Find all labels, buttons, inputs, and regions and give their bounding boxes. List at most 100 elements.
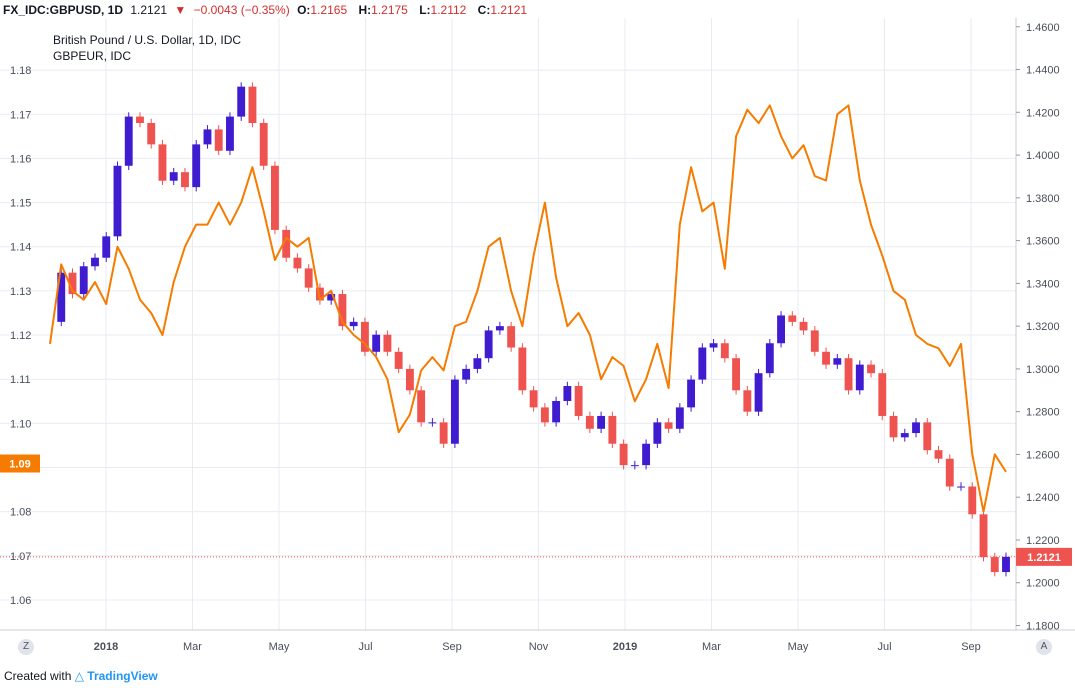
candle-body bbox=[630, 465, 639, 467]
candle-body bbox=[968, 486, 977, 515]
right-axis[interactable]: 1.4600 1.4400 1.4200 1.4000 1.3800 1.3600 1.34… bbox=[1016, 22, 1060, 633]
left-tick-label: 1.08 bbox=[10, 507, 31, 519]
time-tick-label: Mar bbox=[702, 641, 721, 653]
candle-body bbox=[642, 443, 651, 466]
candle-body bbox=[428, 422, 437, 424]
candle-body bbox=[754, 373, 763, 412]
candle-body bbox=[979, 514, 988, 558]
candle-body bbox=[383, 334, 392, 352]
candle-body bbox=[889, 415, 898, 438]
created-with-label: Created with bbox=[4, 669, 72, 683]
candle-body bbox=[878, 373, 887, 416]
last-price-badge bbox=[1016, 547, 1072, 566]
right-tick-label: 1.4400 bbox=[1026, 65, 1060, 77]
left-tick-label: 1.16 bbox=[10, 153, 31, 165]
candle-body bbox=[664, 422, 673, 429]
time-axis[interactable]: 2018 Mar May Jul Sep Nov 2019 Mar May Jul Sep bbox=[94, 641, 981, 653]
candle-body bbox=[495, 326, 504, 331]
candle-body bbox=[136, 116, 144, 123]
symbol-label[interactable]: FX_IDC:GBPUSD, 1D bbox=[3, 3, 124, 17]
candle-body bbox=[934, 450, 943, 459]
right-tick-label: 1.3600 bbox=[1026, 236, 1060, 248]
candle-body bbox=[912, 422, 920, 434]
zoom-button[interactable]: Z bbox=[18, 639, 34, 655]
tradingview-brand[interactable]: TradingView bbox=[87, 669, 158, 683]
right-tick-label: 1.3400 bbox=[1026, 278, 1060, 290]
right-tick-label: 1.4000 bbox=[1026, 150, 1060, 162]
candle-body bbox=[529, 390, 538, 408]
candle-body bbox=[597, 415, 606, 429]
ohlc-close: C:1.2121 bbox=[477, 3, 528, 17]
candle-body bbox=[720, 343, 729, 359]
candle-body bbox=[574, 386, 583, 416]
candle-body bbox=[450, 379, 459, 444]
price-chart[interactable]: 1.18 1.17 1.16 1.15 1.14 1.13 1.12 1.11 1.10 1.09… bbox=[0, 18, 1075, 662]
candle-body bbox=[653, 422, 662, 444]
candle-body bbox=[619, 443, 628, 466]
right-tick-label: 1.2600 bbox=[1026, 449, 1060, 461]
candle-body bbox=[113, 165, 122, 237]
chart-grid bbox=[0, 18, 1016, 630]
time-tick-label: 2018 bbox=[94, 641, 118, 653]
candle-body bbox=[855, 364, 864, 391]
candle-body bbox=[214, 129, 223, 151]
time-tick-label: Sep bbox=[442, 641, 462, 653]
ohlc-low: L:1.2112 bbox=[419, 3, 467, 17]
left-tick-label: 1.11 bbox=[10, 374, 31, 386]
overlay-badge bbox=[0, 454, 40, 473]
candle-body bbox=[810, 330, 819, 352]
candle-body bbox=[226, 116, 234, 151]
legend-title: British Pound / U.S. Dollar, 1D, IDC bbox=[53, 33, 241, 47]
candle-body bbox=[169, 172, 178, 181]
candle-body bbox=[462, 368, 471, 380]
time-tick-label: May bbox=[269, 641, 290, 653]
candle-body bbox=[743, 390, 752, 412]
gbpeur-overlay bbox=[49, 104, 1007, 513]
candle-body bbox=[79, 266, 88, 295]
price-badges: 1.2121 1.09 bbox=[0, 454, 1072, 566]
candle-body bbox=[822, 351, 830, 365]
candle-body bbox=[271, 165, 279, 230]
candle-body bbox=[473, 358, 482, 369]
candle-body bbox=[338, 294, 347, 327]
down-arrow-icon: ▼ bbox=[174, 3, 187, 17]
candle-body bbox=[293, 257, 302, 269]
right-tick-label: 1.1800 bbox=[1026, 621, 1060, 633]
candle-body bbox=[158, 144, 167, 181]
candle-body bbox=[372, 334, 381, 352]
candle-body bbox=[360, 321, 369, 352]
left-tick-label: 1.18 bbox=[10, 65, 31, 77]
price-change: −0.0043 (−0.35%) bbox=[193, 3, 290, 17]
candle-body bbox=[540, 407, 549, 423]
right-tick-label: 1.3800 bbox=[1026, 193, 1060, 205]
legend-overlay: GBPEUR, IDC bbox=[53, 49, 131, 63]
ohlc-high: H:1.2175 bbox=[358, 3, 408, 17]
candle-body bbox=[698, 347, 707, 380]
candle-body bbox=[181, 172, 189, 188]
candle-body bbox=[102, 236, 111, 258]
candle-body bbox=[147, 122, 156, 145]
left-tick-label: 1.10 bbox=[10, 418, 31, 430]
auto-scale-button[interactable]: A bbox=[1036, 639, 1052, 655]
left-tick-label: 1.15 bbox=[10, 198, 31, 210]
candle-body bbox=[957, 486, 965, 488]
candle-body bbox=[867, 364, 875, 374]
candle-body bbox=[417, 390, 426, 423]
candle-body bbox=[990, 557, 999, 573]
candle-body bbox=[237, 86, 246, 117]
candle-body bbox=[57, 272, 66, 322]
candle-body bbox=[91, 257, 99, 267]
candle-body bbox=[315, 287, 324, 301]
time-tick-label: 2019 bbox=[613, 641, 637, 653]
candle-body bbox=[687, 379, 696, 408]
candle-body bbox=[327, 294, 336, 301]
candle-body bbox=[799, 321, 808, 331]
right-tick-label: 1.2400 bbox=[1026, 492, 1060, 504]
right-tick-label: 1.3000 bbox=[1026, 364, 1060, 376]
candle-body bbox=[833, 358, 842, 365]
right-tick-label: 1.4200 bbox=[1026, 107, 1060, 119]
tradingview-logo-icon[interactable]: △ bbox=[74, 669, 84, 683]
right-tick-label: 1.3200 bbox=[1026, 321, 1060, 333]
left-tick-label: 1.06 bbox=[10, 595, 31, 607]
candle-body bbox=[282, 229, 291, 258]
